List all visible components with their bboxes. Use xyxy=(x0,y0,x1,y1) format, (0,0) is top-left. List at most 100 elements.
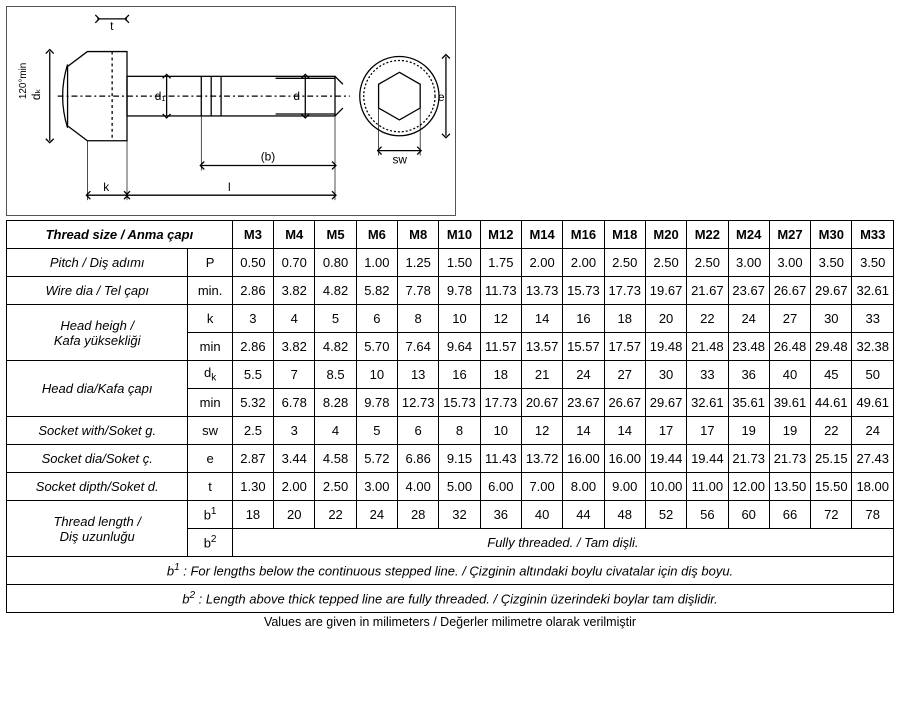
data-cell: 2.00 xyxy=(563,249,604,277)
table-row: Pitch / Diş adımıP0.500.700.801.001.251.… xyxy=(7,249,894,277)
row-label: Pitch / Diş adımı xyxy=(7,249,188,277)
data-cell: 3.50 xyxy=(811,249,852,277)
data-cell: 6 xyxy=(398,417,439,445)
data-cell: 45 xyxy=(811,361,852,389)
row-symbol: b1 xyxy=(188,501,232,529)
data-cell: 52 xyxy=(645,501,686,529)
header-label: Thread size / Anma çapı xyxy=(7,221,233,249)
data-cell: 1.30 xyxy=(232,473,273,501)
data-cell: 49.61 xyxy=(852,389,894,417)
size-header: M16 xyxy=(563,221,604,249)
table-row: Socket with/Soket g.sw2.5345681012141417… xyxy=(7,417,894,445)
data-cell: 30 xyxy=(811,305,852,333)
data-cell: 8 xyxy=(439,417,480,445)
data-cell: 0.50 xyxy=(232,249,273,277)
data-cell: 29.67 xyxy=(645,389,686,417)
row-symbol: b2 xyxy=(188,529,232,557)
data-cell: 17 xyxy=(687,417,728,445)
size-header: M5 xyxy=(315,221,356,249)
data-cell: 32.61 xyxy=(687,389,728,417)
data-cell: 60 xyxy=(728,501,769,529)
data-cell: 12.00 xyxy=(728,473,769,501)
data-cell: 33 xyxy=(852,305,894,333)
diag-label-t: t xyxy=(110,19,114,33)
data-cell: 2.50 xyxy=(604,249,645,277)
data-cell: 12 xyxy=(521,417,562,445)
data-cell: 27 xyxy=(769,305,810,333)
data-cell: 15.57 xyxy=(563,333,604,361)
row-label: Socket dia/Soket ç. xyxy=(7,445,188,473)
table-row: Head dia/Kafa çapıdk5.578.51013161821242… xyxy=(7,361,894,389)
data-cell: 8.00 xyxy=(563,473,604,501)
row-label: Wire dia / Tel çapı xyxy=(7,277,188,305)
data-cell: 2.86 xyxy=(232,277,273,305)
data-cell: 11.00 xyxy=(687,473,728,501)
size-header: M14 xyxy=(521,221,562,249)
data-cell: 9.00 xyxy=(604,473,645,501)
data-cell: 10.00 xyxy=(645,473,686,501)
data-cell: 19.44 xyxy=(687,445,728,473)
data-cell: 6 xyxy=(356,305,397,333)
row-symbol: min. xyxy=(188,277,232,305)
data-cell: 6.78 xyxy=(274,389,315,417)
data-cell: 23.48 xyxy=(728,333,769,361)
full-row-text: Fully threaded. / Tam dişli. xyxy=(232,529,893,557)
row-symbol: sw xyxy=(188,417,232,445)
size-header: M27 xyxy=(769,221,810,249)
data-cell: 4.58 xyxy=(315,445,356,473)
data-cell: 2.50 xyxy=(687,249,728,277)
size-header: M22 xyxy=(687,221,728,249)
diag-label-b: (b) xyxy=(261,150,276,164)
data-cell: 26.48 xyxy=(769,333,810,361)
data-cell: 20.67 xyxy=(521,389,562,417)
data-cell: 39.61 xyxy=(769,389,810,417)
data-cell: 17 xyxy=(645,417,686,445)
data-cell: 8.5 xyxy=(315,361,356,389)
data-cell: 3.82 xyxy=(274,333,315,361)
data-cell: 19.44 xyxy=(645,445,686,473)
data-cell: 1.50 xyxy=(439,249,480,277)
data-cell: 16 xyxy=(563,305,604,333)
size-header: M10 xyxy=(439,221,480,249)
data-cell: 1.25 xyxy=(398,249,439,277)
diag-label-d1: d₁ xyxy=(155,89,166,103)
size-header: M18 xyxy=(604,221,645,249)
data-cell: 7 xyxy=(274,361,315,389)
data-cell: 1.75 xyxy=(480,249,521,277)
data-cell: 18 xyxy=(232,501,273,529)
data-cell: 5.82 xyxy=(356,277,397,305)
data-cell: 12.73 xyxy=(398,389,439,417)
data-cell: 10 xyxy=(356,361,397,389)
data-cell: 29.48 xyxy=(811,333,852,361)
row-label: Thread length /Diş uzunluğu xyxy=(7,501,188,557)
data-cell: 3.44 xyxy=(274,445,315,473)
size-header: M3 xyxy=(232,221,273,249)
size-header: M8 xyxy=(398,221,439,249)
data-cell: 5.5 xyxy=(232,361,273,389)
diag-label-k: k xyxy=(103,180,109,194)
data-cell: 1.00 xyxy=(356,249,397,277)
data-cell: 2.00 xyxy=(274,473,315,501)
data-cell: 7.00 xyxy=(521,473,562,501)
row-symbol: k xyxy=(188,305,232,333)
data-cell: 15.73 xyxy=(563,277,604,305)
data-cell: 14 xyxy=(521,305,562,333)
note-text: b2 : Length above thick tepped line are … xyxy=(7,585,894,613)
data-cell: 4 xyxy=(315,417,356,445)
data-cell: 4.00 xyxy=(398,473,439,501)
data-cell: 11.57 xyxy=(480,333,521,361)
data-cell: 23.67 xyxy=(728,277,769,305)
data-cell: 15.50 xyxy=(811,473,852,501)
size-header: M30 xyxy=(811,221,852,249)
data-cell: 2.50 xyxy=(315,473,356,501)
data-cell: 7.78 xyxy=(398,277,439,305)
data-cell: 22 xyxy=(811,417,852,445)
data-cell: 26.67 xyxy=(769,277,810,305)
data-cell: 40 xyxy=(521,501,562,529)
data-cell: 23.67 xyxy=(563,389,604,417)
data-cell: 29.67 xyxy=(811,277,852,305)
data-cell: 16.00 xyxy=(604,445,645,473)
size-header: M24 xyxy=(728,221,769,249)
data-cell: 14 xyxy=(604,417,645,445)
data-cell: 3 xyxy=(274,417,315,445)
